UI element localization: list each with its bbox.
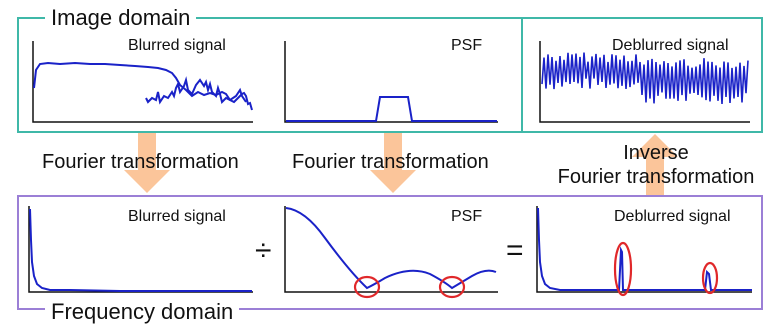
axes-image-deblurred	[539, 41, 750, 123]
highlight-psf-zero-1	[353, 275, 381, 299]
highlight-psf-zero-2	[438, 275, 466, 299]
inverse-fourier-transformation-label: Fourier transformation	[557, 166, 755, 188]
image-domain-title: Image domain	[45, 7, 197, 29]
highlight-deblurred-spike-1	[613, 241, 633, 297]
axes-freq-deblurred	[536, 206, 752, 293]
image-blurred-signal-label: Blurred signal	[128, 37, 226, 54]
curve-freq-blurred	[29, 208, 252, 292]
fourier-transformation-middle-label: Fourier transformation	[292, 151, 489, 173]
freq-psf-label: PSF	[451, 208, 483, 225]
equals-operator: =	[506, 234, 524, 267]
freq-blurred-signal-label: Blurred signal	[128, 208, 226, 225]
axes-freq-blurred	[28, 206, 253, 293]
freq-deblurred-signal-label: Deblurred signal	[614, 208, 731, 225]
fourier-transformation-left-label: Fourier transformation	[42, 151, 239, 173]
arrow-right-up	[632, 134, 678, 197]
curve-freq-deblurred	[537, 207, 752, 291]
arrow-left-down	[124, 132, 170, 193]
axes-image-blurred	[32, 41, 253, 123]
inverse-label: Inverse	[623, 142, 689, 164]
curve-image-blurred-tail	[145, 76, 247, 105]
curve-image-psf	[286, 96, 497, 122]
image-deblurred-signal-label: Deblurred signal	[612, 37, 729, 54]
highlight-deblurred-spike-2	[701, 261, 719, 295]
frequency-domain-frame	[17, 195, 763, 310]
curve-image-blurred	[33, 61, 253, 111]
axes-freq-psf	[284, 206, 498, 293]
frequency-domain-title: Frequency domain	[45, 301, 240, 323]
divide-operator: ÷	[255, 234, 272, 267]
arrow-middle-down	[370, 132, 416, 193]
curve-freq-psf	[285, 207, 497, 290]
image-domain-frame	[17, 17, 763, 133]
curve-image-deblurred	[541, 52, 749, 104]
image-psf-label: PSF	[451, 37, 483, 54]
